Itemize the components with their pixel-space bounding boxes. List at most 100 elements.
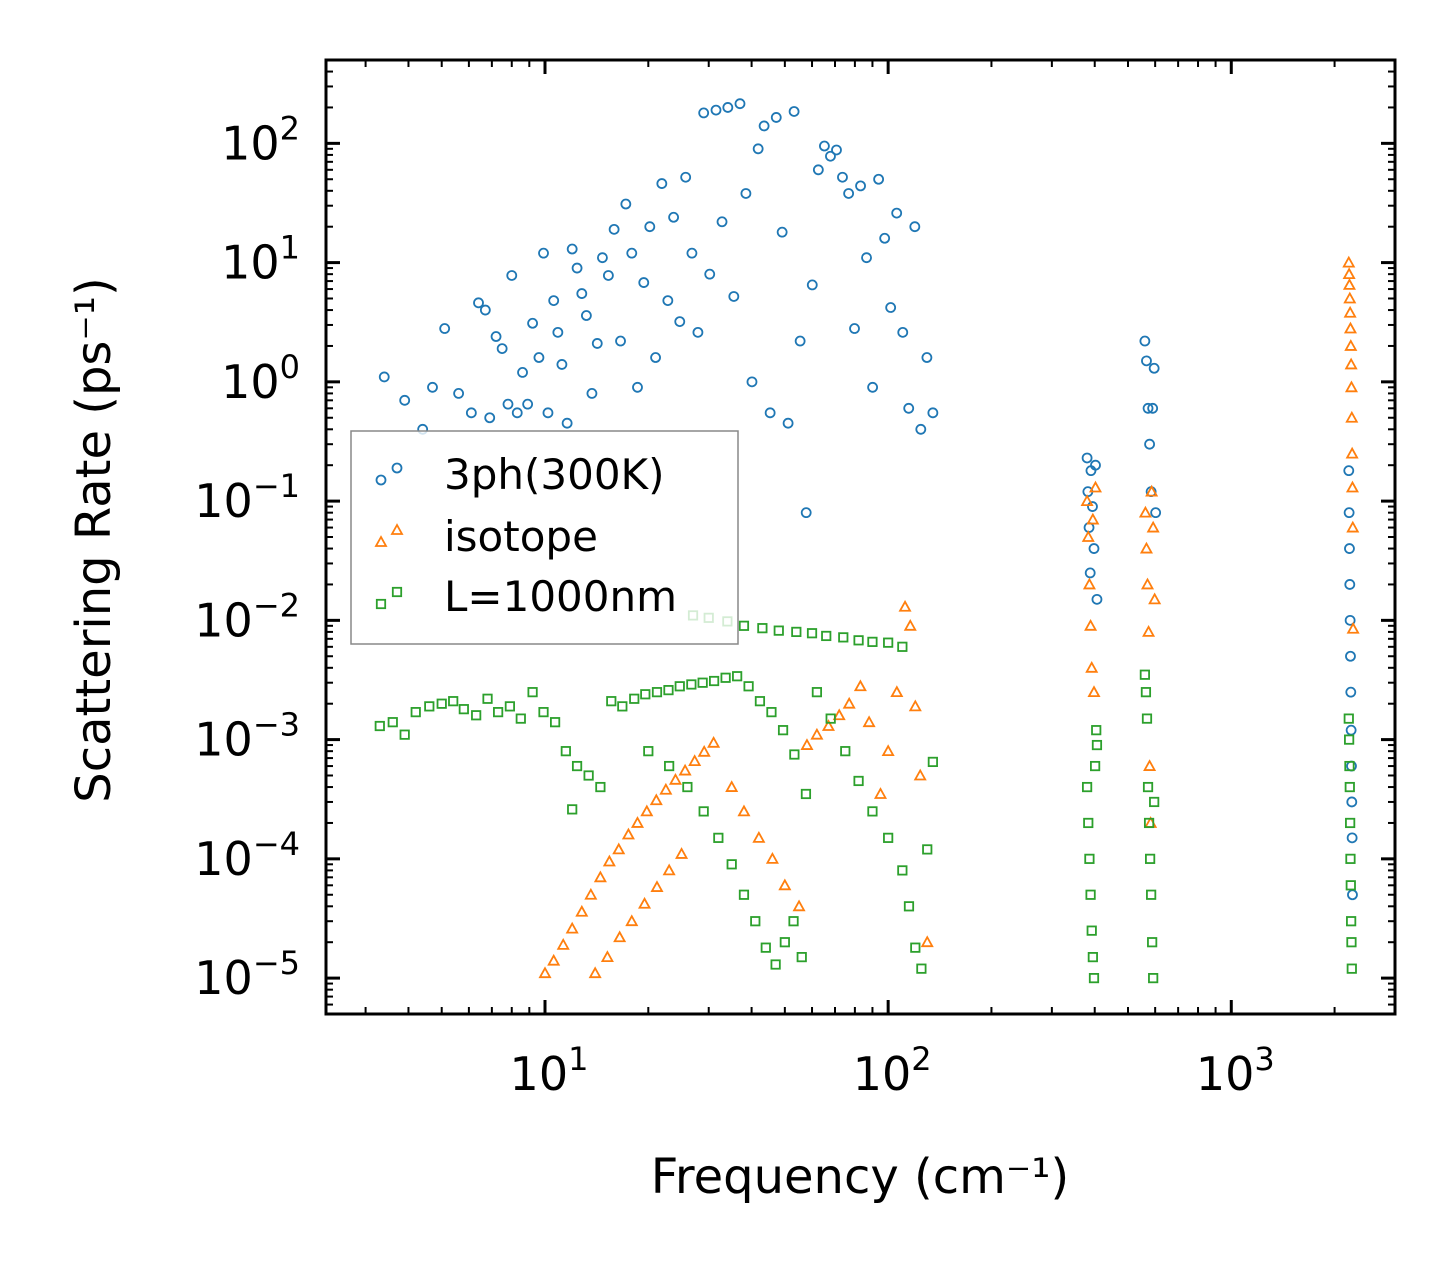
data-point [879, 232, 891, 244]
data-point [1146, 520, 1160, 533]
data-point [515, 713, 526, 724]
data-point [766, 707, 777, 718]
data-point [1343, 321, 1357, 334]
data-point [1343, 465, 1355, 477]
legend-marker [391, 586, 403, 598]
data-point [1085, 660, 1099, 673]
data-point [586, 388, 598, 399]
data-point [800, 738, 814, 750]
data-point [571, 760, 583, 772]
data-point [651, 687, 663, 698]
legend-label-3ph: 3ph(300K) [444, 450, 664, 499]
data-point [436, 698, 447, 709]
data-point [1344, 357, 1358, 370]
data-point [1346, 937, 1357, 948]
data-point [800, 788, 812, 800]
data-point [737, 804, 751, 817]
data-point [720, 672, 731, 683]
data-point [777, 725, 789, 736]
data-point [668, 772, 683, 785]
data-point [915, 423, 927, 435]
data-point [897, 326, 909, 338]
data-point [734, 98, 746, 110]
data-point [471, 710, 482, 721]
data-point [791, 626, 802, 638]
data-point [387, 717, 398, 728]
data-point [678, 763, 692, 776]
data-point [707, 735, 721, 748]
data-point [927, 407, 939, 419]
data-point [832, 708, 846, 721]
data-point [674, 681, 685, 692]
data-point [674, 316, 686, 328]
data-point [571, 262, 583, 274]
data-point [522, 398, 534, 410]
data-point [1344, 734, 1355, 745]
data-point [595, 781, 606, 793]
legend-marker [375, 598, 387, 610]
data-point [1087, 501, 1098, 512]
data-point [490, 331, 502, 342]
data-point [732, 671, 743, 682]
data-point [1345, 724, 1357, 736]
data-point [1343, 507, 1355, 519]
data-point [576, 288, 588, 299]
data-point [1088, 543, 1100, 554]
x-tick-label: 103 [1196, 1040, 1275, 1101]
data-point [1143, 759, 1157, 771]
data-point [1141, 355, 1152, 367]
data-point [821, 630, 832, 642]
data-point [1346, 760, 1357, 772]
data-point [686, 247, 698, 259]
data-point [1090, 760, 1101, 772]
data-point [1345, 446, 1359, 459]
data-point [1146, 889, 1157, 900]
data-point [825, 713, 836, 724]
data-point [692, 326, 704, 338]
data-point [722, 102, 734, 113]
data-point [891, 207, 903, 219]
data-point [517, 367, 528, 378]
legend-marker [390, 523, 404, 535]
data-point [862, 715, 876, 728]
data-point [473, 297, 484, 309]
data-point [1084, 618, 1098, 631]
data-point [1085, 889, 1096, 900]
data-point [1345, 410, 1359, 423]
data-point [1139, 335, 1151, 347]
data-point [575, 904, 589, 917]
data-point [612, 842, 626, 855]
data-point [1346, 520, 1360, 533]
data-point [1148, 973, 1159, 984]
data-point [1143, 817, 1155, 829]
data-point [921, 352, 933, 363]
legend-markers [374, 462, 404, 610]
data-point [399, 729, 410, 740]
data-point [542, 407, 554, 419]
data-point [873, 173, 885, 185]
data-point [1344, 380, 1358, 393]
data-point [643, 746, 654, 757]
data-point [527, 687, 538, 698]
y-tick-label: 10−3 [194, 706, 300, 767]
data-point [1142, 625, 1156, 637]
data-point [746, 376, 758, 388]
data-point [908, 699, 922, 712]
data-point [704, 268, 716, 280]
y-tick-label: 101 [221, 229, 300, 290]
legend: 3ph(300K) isotope L=1000nm [350, 430, 739, 645]
data-point [897, 865, 908, 876]
data-point [726, 859, 737, 870]
data-point [663, 685, 674, 696]
data-point [374, 720, 385, 732]
data-point [1086, 512, 1100, 525]
data-point [770, 112, 782, 123]
data-point [840, 746, 851, 757]
data-point [547, 953, 561, 966]
legend-marker [391, 462, 403, 474]
data-point [757, 623, 768, 634]
data-point [538, 966, 552, 979]
data-point [810, 727, 824, 740]
data-point [927, 756, 938, 768]
data-point [1347, 889, 1358, 901]
